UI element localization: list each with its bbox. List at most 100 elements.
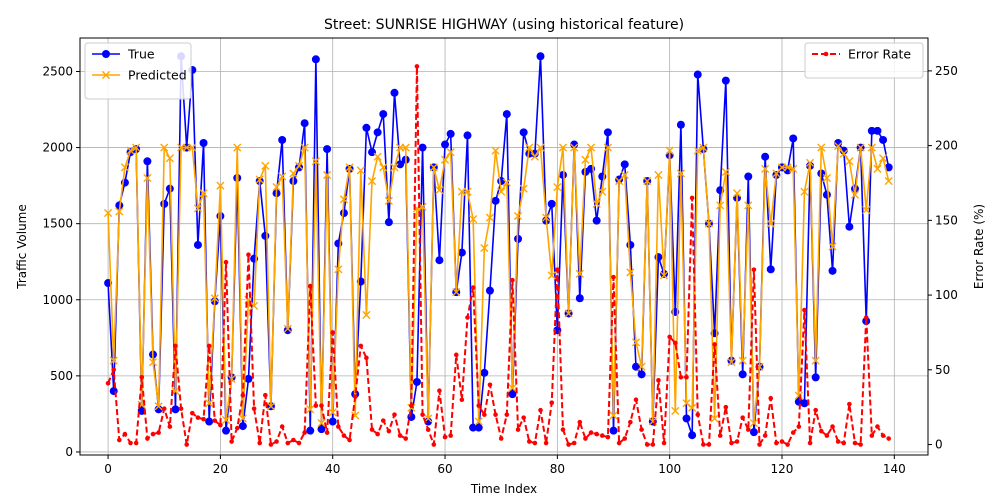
data-point-true [822,190,831,199]
data-point-true [278,135,287,144]
data-point-error-rate [835,439,841,444]
data-point-error-rate [431,442,437,447]
data-point-error-rate [156,430,161,435]
data-point-predicted [721,167,730,177]
data-point-predicted [856,143,865,152]
data-point-predicted [115,207,124,216]
legend-left: True Predicted [84,42,192,100]
axis-layer: 0 20 40 60 80 100 120 140 0 500 1000 1500 2000 2500 0 5… [42,64,957,476]
data-point-predicted [817,143,826,152]
data-point-error-rate [498,436,504,441]
data-point-error-rate [409,403,414,408]
data-point-predicted [553,183,562,192]
data-point-predicted [323,170,332,180]
x-tick-label: 40 [325,462,340,476]
data-point-true [317,425,326,434]
data-point-predicted [581,155,590,164]
data-point-predicted [193,204,203,213]
data-point-error-rate [555,267,560,272]
data-point-error-rate [206,343,212,349]
data-point-error-rate [437,388,442,394]
data-point-error-rate [740,415,745,420]
data-point-true [222,426,231,435]
data-point-predicted [132,143,141,152]
data-point-true [160,199,169,208]
data-point-predicted [626,268,635,277]
data-point-predicted [491,146,500,155]
data-point-predicted [800,187,809,196]
data-point-error-rate [599,433,605,438]
data-point-predicted [356,166,365,175]
data-point-error-rate [712,342,717,347]
data-point-error-rate [863,315,869,320]
data-point-predicted [789,164,798,173]
data-point-error-rate [307,283,313,289]
data-point-error-rate [257,440,263,446]
data-point-predicted [497,187,506,196]
y-tick-label-right: 150 [935,213,958,227]
data-point-true [474,423,483,432]
series-predicted [103,141,893,428]
data-point-error-rate [880,433,886,438]
data-point-predicted [727,358,736,367]
data-point-error-rate [689,195,695,201]
data-point-true [682,414,691,423]
data-point-predicted [609,411,618,420]
y-tick-label-right: 250 [935,64,958,78]
data-point-error-rate [195,415,201,420]
data-point-true [412,377,421,386]
data-point-error-rate [566,442,571,447]
data-point-error-rate [369,427,375,432]
data-point-error-rate [723,404,729,410]
data-point-predicted [148,358,158,367]
data-point-predicted [367,176,377,186]
data-point-error-rate [263,392,268,398]
data-point-error-rate [515,427,521,432]
data-point-predicted [710,414,719,423]
y-tick-label-right: 50 [935,363,950,377]
data-point-error-rate [510,277,515,283]
data-point-predicted [665,146,674,155]
data-point-predicted [822,173,832,183]
data-point-error-rate [774,440,779,446]
series-line-predicted [107,145,890,424]
data-point-predicted [221,415,231,425]
y-tick-label-left: 1000 [42,293,73,307]
data-point-error-rate [246,252,251,258]
data-point-error-rate [319,403,324,408]
data-point-predicted [249,301,259,310]
data-point-error-rate [875,424,880,429]
data-point-predicted [828,242,837,251]
data-point-error-rate [790,430,796,435]
data-point-predicted [732,189,742,198]
data-point-predicted [761,164,770,173]
data-point-predicted [744,201,753,210]
data-point-error-rate [442,434,448,440]
data-point-predicted [188,143,197,152]
data-point-error-rate [594,431,599,437]
data-point-error-rate [470,285,476,290]
data-point-true [603,128,612,137]
data-point-error-rate [375,431,380,437]
data-point-error-rate [858,442,863,447]
data-point-error-rate [285,440,291,446]
data-point-error-rate [414,64,420,69]
data-point-predicted [401,143,410,152]
x-tick-label: 0 [104,462,112,476]
data-point-predicted [867,143,876,152]
data-point-predicted [154,402,163,411]
data-point-true [867,126,876,135]
data-point-error-rate [122,431,128,437]
data-point-error-rate [628,419,633,425]
data-point-error-rate [768,395,774,401]
data-point-error-rate [240,392,246,398]
data-point-error-rate [403,436,409,441]
data-point-true [244,374,253,383]
data-point-true [575,294,584,303]
data-point-predicted [384,196,393,205]
data-point-error-rate [223,259,229,265]
data-point-true [637,370,646,379]
data-point-predicted [289,169,298,178]
data-point-error-rate [577,419,583,425]
data-point-predicted [811,356,820,365]
